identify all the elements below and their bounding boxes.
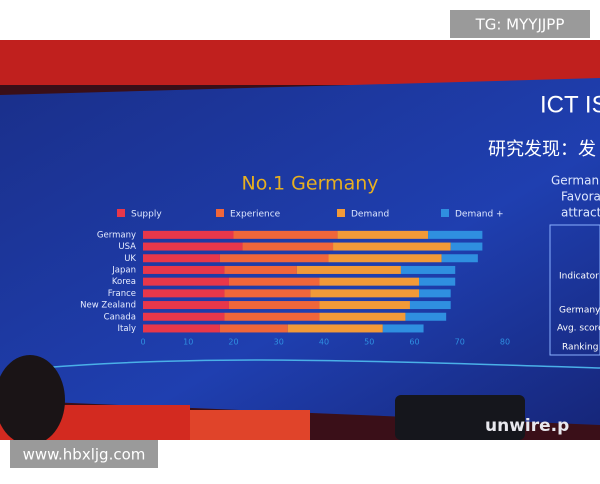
legend-swatch: [441, 209, 449, 217]
bar-segment: [143, 301, 229, 310]
y-tick-label: Korea: [112, 277, 136, 287]
chart: 0 10 20 30 40 50 60 70 80 Supply Experience Demand D…: [80, 209, 510, 347]
bar-segment: [450, 242, 483, 251]
bar-segment: [233, 230, 338, 239]
bar-segment: [287, 324, 383, 333]
y-tick-label: New Zealand: [80, 301, 136, 311]
y-tick-label: Italy: [118, 324, 136, 334]
table-cell: Ranking: [562, 343, 598, 353]
bar-segment: [143, 265, 225, 274]
bar-segment: [296, 265, 401, 274]
bar-segment: [419, 289, 451, 298]
y-tick-label: UK: [124, 254, 136, 264]
bar-segment: [428, 230, 483, 239]
x-tick-label: 40: [319, 338, 329, 347]
bar-segment: [441, 254, 478, 263]
x-tick-label: 80: [500, 338, 510, 347]
table-frame: [549, 224, 600, 356]
bar-segment: [328, 254, 442, 263]
bar-segment: [143, 230, 234, 239]
watermark-box: [450, 10, 590, 38]
stage-light: [0, 40, 600, 85]
bullet: Favorab: [561, 190, 600, 204]
legend-label: Demand +: [455, 210, 504, 220]
bullet: German: [551, 174, 599, 188]
legend-label: Supply: [131, 210, 162, 220]
bar-segment: [405, 312, 447, 321]
bar-segment: [319, 277, 420, 286]
bar-segment: [224, 265, 297, 274]
watermark: TG: MYYJJPP: [475, 16, 565, 34]
x-tick-label: 60: [409, 338, 419, 347]
screen: [0, 78, 600, 425]
legend-label: Experience: [230, 210, 281, 220]
y-tick-label: France: [108, 289, 136, 299]
bar-segment: [419, 277, 456, 286]
y-tick-label: Germany: [97, 230, 136, 240]
audience-head: [0, 355, 65, 445]
x-tick-label: 10: [183, 338, 193, 347]
bar-segment: [333, 242, 451, 251]
watermark-box: [10, 440, 158, 468]
legend-swatch: [337, 209, 345, 217]
audience-phone: [395, 395, 525, 440]
bar-segment: [242, 242, 334, 251]
slide-title: ICT IS W: [540, 91, 600, 118]
bar-segment: [219, 324, 288, 333]
legend-label: Demand: [351, 210, 389, 220]
decor-line: [39, 359, 600, 369]
bar-segment: [224, 312, 320, 321]
bar-segment: [143, 242, 243, 251]
x-tick-label: 20: [228, 338, 238, 347]
bar-segment: [219, 254, 329, 263]
bar-segment: [400, 265, 456, 274]
bullet: attracti: [561, 206, 600, 220]
bar-segment: [382, 324, 424, 333]
stage-floor: [190, 410, 310, 440]
y-tick-label: Japan: [111, 265, 136, 275]
bar-segment: [337, 230, 429, 239]
bar-segment: [143, 277, 229, 286]
bar-segment: [228, 277, 320, 286]
table-cell: Indicator: [559, 272, 599, 282]
y-tick-label: USA: [118, 242, 136, 252]
bar-segment: [319, 312, 406, 321]
bar-segment: [224, 289, 311, 298]
x-tick-label: 0: [140, 338, 145, 347]
bar-segment: [143, 289, 225, 298]
x-tick-label: 50: [364, 338, 374, 347]
slide-subtitle: 研究发现：发: [488, 139, 596, 160]
x-tick-label: 30: [274, 338, 284, 347]
logo: unwire.p: [485, 416, 569, 436]
bar-segment: [143, 312, 225, 321]
table-cell: Avg. score: [557, 324, 600, 334]
chart-title: No.1 Germany: [242, 173, 379, 195]
bar-segment: [409, 301, 451, 310]
legend-swatch: [117, 209, 125, 217]
y-tick-label: Canada: [104, 312, 136, 322]
bar-segment: [143, 254, 220, 263]
x-tick-label: 70: [455, 338, 465, 347]
bar-segment: [319, 301, 410, 310]
bar-segment: [143, 324, 220, 333]
bar-segment: [310, 289, 420, 298]
watermark: www.hbxljg.com: [23, 446, 146, 464]
bar-segment: [228, 301, 320, 310]
legend-swatch: [216, 209, 224, 217]
table-cell: Germany: [559, 306, 600, 316]
